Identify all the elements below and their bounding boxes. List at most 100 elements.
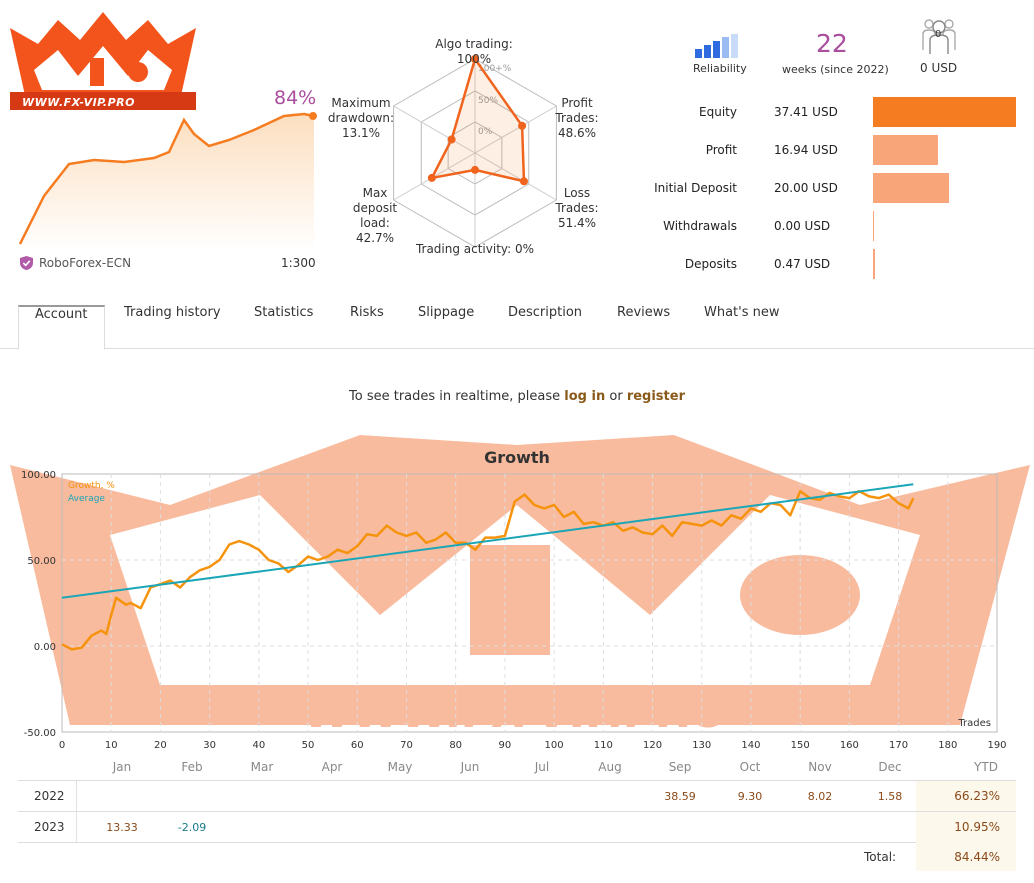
mini-growth-chart [18,112,317,252]
watermark-text: WWW.FX-VIP.PRO [305,687,729,735]
subscribers-icon [922,19,956,54]
month-header-oct: Oct [739,760,761,774]
month-header-apr: Apr [321,760,343,774]
y-tick-label: 100.00 [21,470,56,481]
login-prompt: To see trades in realtime, please log in… [0,389,1034,404]
x-tick-label: 120 [643,740,662,751]
radar-label-loss-trades: Loss Trades: 51.4% [555,186,599,230]
month-header-mar: Mar [250,760,274,774]
month-header-jun: Jun [460,760,480,774]
radar-ring-label: 0% [478,127,493,137]
plot-frame [61,473,998,733]
radar-label-profit-trades: Profit Trades: 48.6% [555,96,599,140]
radar-point-2 [519,177,528,186]
radar-point-4 [427,173,436,182]
login-prompt-text: To see trades in realtime, please [349,389,565,404]
total-label: Total: [864,850,897,864]
month-header-may: May [387,760,413,774]
total-value: 84.44% [916,841,1016,871]
radar-ring-label: 100+% [478,64,512,74]
x-tick-label: 140 [741,740,760,751]
legend-entry-0: Growth, % [68,481,115,491]
reliability-label: Reliability [693,62,747,75]
growth-percent: 84% [274,87,317,109]
radar-label-activity: Trading activity: 0% [415,242,535,256]
stat-label-0: Equity [699,105,737,119]
subscribers-count: 0 [935,29,942,40]
row-ytd: 10.95% [916,812,1016,842]
stat-value-4: 0.47 USD [774,257,831,271]
month-value-nov: 8.02 [807,790,833,803]
weeks-count: 22 [816,29,848,58]
y-tick-label: 50.00 [27,556,56,567]
x-tick-label: 70 [400,740,413,751]
radar-label-deposit-load: Max deposit load: 42.7% [352,186,398,245]
register-link[interactable]: register [626,389,685,404]
row-divider [76,781,77,811]
stat-label-4: Deposits [684,257,737,271]
x-tick-label: 110 [594,740,613,751]
stat-bar-1 [873,135,938,165]
radar-ring-label: 50% [478,96,498,106]
y-tick-label: 0.00 [34,642,56,653]
x-tick-label: 40 [252,740,265,751]
stat-label-3: Withdrawals [663,219,737,233]
table-row-2023: 2023 13.33 -2.09 10.95% [18,811,1016,842]
site-logo[interactable]: WWW.FX-VIP.PRO [8,10,198,112]
logo-text: WWW.FX-VIP.PRO [22,96,135,109]
tab-trading-history[interactable]: Trading history [124,305,221,320]
month-header-jan: Jan [112,760,132,774]
series-line-growth- [61,489,915,651]
mini-growth-endpoint [309,112,317,120]
table-row-2022: 2022 38.59 9.30 8.02 1.58 66.23% [18,780,1016,811]
radar-axis [393,105,476,154]
broker-link[interactable]: RoboForex-ECN [20,256,131,270]
month-header-dec: Dec [878,760,902,774]
tab-risks[interactable]: Risks [350,305,384,320]
row-year: 2022 [34,789,65,803]
stat-bar-0 [873,97,1016,127]
month-value-dec: 1.58 [877,790,903,803]
x-tick-label: 0 [59,740,65,751]
radar-point-0 [471,55,479,63]
tab-what-s-new[interactable]: What's new [704,305,780,320]
x-tick-label: 10 [105,740,118,751]
tab-reviews[interactable]: Reviews [617,305,671,320]
tab-description[interactable]: Description [508,305,583,320]
growth-chart-title: Growth [484,448,550,467]
tab-account[interactable]: Account [18,305,105,350]
series-line-average [61,483,914,599]
shield-check-icon [20,256,33,270]
tab-statistics[interactable]: Statistics [254,305,314,320]
stat-bar-2 [873,173,949,203]
stat-value-1: 16.94 USD [774,143,838,157]
subscribers-funds: 0 USD [920,61,958,75]
row-divider [76,812,77,842]
month-header-sep: Sep [668,760,692,774]
month-value-jan: 13.33 [106,821,138,834]
growth-chart: 0 10 20 30 40 50 60 70 80 90 100 110 120 130 140 150 160… [21,470,1007,751]
radar-axis [474,152,557,201]
ytd-header: YTD [974,760,998,774]
x-tick-label: 90 [499,740,512,751]
x-tick-label: 160 [840,740,859,751]
radar-label-drawdown: Maximum drawdown: 13.1% [327,96,395,140]
leverage: 1:300 [281,256,316,270]
month-header-aug: Aug [598,760,622,774]
radar-axis [474,105,557,154]
login-link[interactable]: log in [564,389,606,404]
x-tick-label: 30 [203,740,216,751]
tab-bar: Account Trading history Statistics Risks Sli… [0,305,1034,350]
stat-label-1: Profit [705,143,737,157]
x-tick-label: 150 [791,740,810,751]
month-header-feb: Feb [181,760,203,774]
x-tick-label: 20 [154,740,167,751]
radar-label-algo: Algo trading: 100% [435,37,513,66]
table-row-total [18,842,1016,872]
tab-slippage[interactable]: Slippage [418,305,475,320]
radar-point-1 [518,121,527,130]
broker-name: RoboForex-ECN [39,256,132,270]
reliability-bars-icon [695,34,738,58]
radar-point-3 [471,165,479,174]
radar-shape [429,56,526,183]
